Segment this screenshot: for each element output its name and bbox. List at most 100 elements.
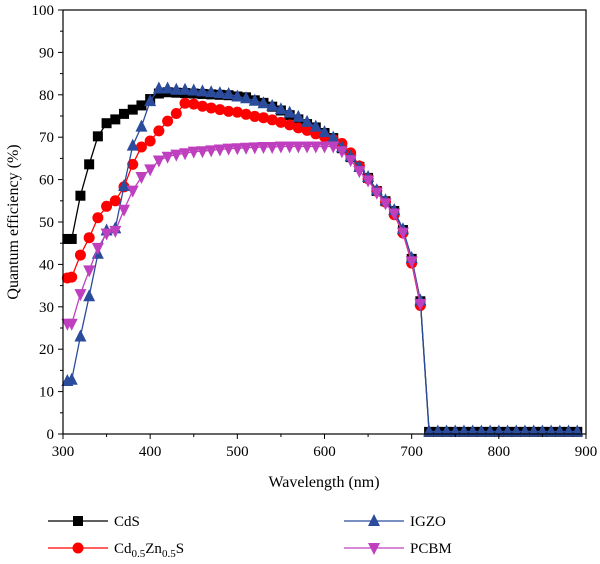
legend-label-part: Cd — [114, 541, 132, 557]
y-tick-label: 0 — [47, 427, 55, 443]
data-point — [205, 85, 218, 98]
data-point — [231, 89, 244, 102]
data-point — [126, 185, 139, 198]
data-point — [91, 242, 104, 255]
data-point — [109, 225, 122, 238]
data-point — [101, 200, 113, 212]
data-point — [257, 141, 270, 154]
data-point — [266, 114, 278, 126]
legend-label: Cd0.5Zn0.5S — [114, 541, 184, 560]
data-point — [266, 141, 279, 154]
data-point — [65, 372, 78, 385]
y-tick-label: 50 — [39, 215, 54, 231]
data-point — [179, 97, 191, 109]
x-tick-label: 300 — [52, 444, 75, 460]
data-point — [414, 298, 427, 311]
legend-item: PCBM — [344, 541, 452, 557]
data-point — [153, 125, 165, 137]
x-tick-label: 700 — [400, 444, 423, 460]
data-point — [213, 144, 226, 157]
legend-label-part: IGZO — [410, 514, 446, 530]
data-point — [266, 98, 279, 111]
series-2 — [61, 97, 426, 312]
data-point — [118, 204, 131, 217]
data-point — [144, 94, 157, 107]
y-tick-label: 30 — [39, 300, 54, 316]
data-point — [66, 271, 78, 283]
data-point — [379, 198, 392, 211]
data-point — [370, 187, 383, 200]
data-point — [127, 158, 139, 170]
data-point — [301, 124, 313, 136]
data-point — [388, 208, 401, 221]
data-point — [179, 82, 192, 95]
y-tick-label: 90 — [39, 45, 54, 61]
data-point — [179, 148, 192, 161]
legend-item: Cd0.5Zn0.5S — [48, 541, 184, 560]
data-point — [222, 143, 235, 156]
x-tick-label: 400 — [139, 444, 162, 460]
legend-marker — [73, 516, 83, 526]
y-tick-label: 20 — [39, 342, 54, 358]
x-tick-label: 900 — [575, 444, 598, 460]
data-point — [353, 166, 366, 179]
data-point — [292, 122, 304, 134]
series-4 — [61, 141, 427, 331]
data-point — [231, 143, 244, 156]
y-tick-label: 100 — [32, 3, 55, 19]
data-point — [100, 228, 113, 241]
data-point — [327, 130, 340, 143]
data-point — [344, 155, 357, 168]
legend-label-part: S — [176, 541, 184, 557]
data-point — [74, 289, 87, 302]
data-point — [127, 104, 138, 115]
data-point — [153, 88, 164, 99]
data-point — [83, 232, 95, 244]
data-point — [309, 141, 322, 154]
data-point — [144, 135, 156, 147]
data-point — [240, 91, 253, 104]
data-point — [135, 141, 147, 153]
data-point — [274, 102, 287, 115]
data-point — [161, 151, 174, 164]
data-point — [109, 195, 121, 207]
data-point — [335, 146, 348, 159]
data-point — [301, 141, 314, 154]
data-point — [187, 146, 200, 159]
data-point — [284, 119, 296, 131]
data-point — [75, 190, 86, 201]
x-axis-title: Wavelength (nm) — [268, 474, 379, 491]
data-point — [74, 249, 86, 261]
axis-ticks: 300 400 500 600 700 800 900 0 10 20 30 40 50 60 70 80 90… — [32, 3, 598, 460]
data-point — [144, 164, 157, 177]
legend-label-part: Zn — [145, 541, 162, 557]
data-point — [318, 125, 331, 138]
series-3 — [61, 81, 584, 437]
data-point — [101, 118, 112, 129]
data-point — [152, 81, 165, 94]
data-point — [92, 131, 103, 142]
data-point — [196, 146, 209, 159]
data-point — [92, 212, 104, 224]
data-point — [257, 112, 269, 124]
data-point — [83, 289, 96, 302]
data-point — [83, 265, 96, 278]
data-point — [84, 159, 95, 170]
y-tick-label: 60 — [39, 173, 54, 189]
legend-label-part: CdS — [114, 514, 140, 530]
data-point — [309, 119, 322, 132]
legend-marker — [368, 543, 380, 555]
data-point — [301, 114, 314, 127]
data-point — [292, 141, 305, 154]
y-tick-label: 70 — [39, 130, 54, 146]
legend-label: IGZO — [410, 514, 446, 530]
legend-label-subscript: 0.5 — [132, 548, 146, 560]
data-point — [170, 82, 183, 95]
data-point — [187, 83, 200, 96]
data-point — [205, 145, 218, 158]
data-point — [196, 84, 209, 97]
x-tick-label: 500 — [226, 444, 249, 460]
data-point — [222, 86, 235, 99]
data-point — [274, 141, 287, 154]
